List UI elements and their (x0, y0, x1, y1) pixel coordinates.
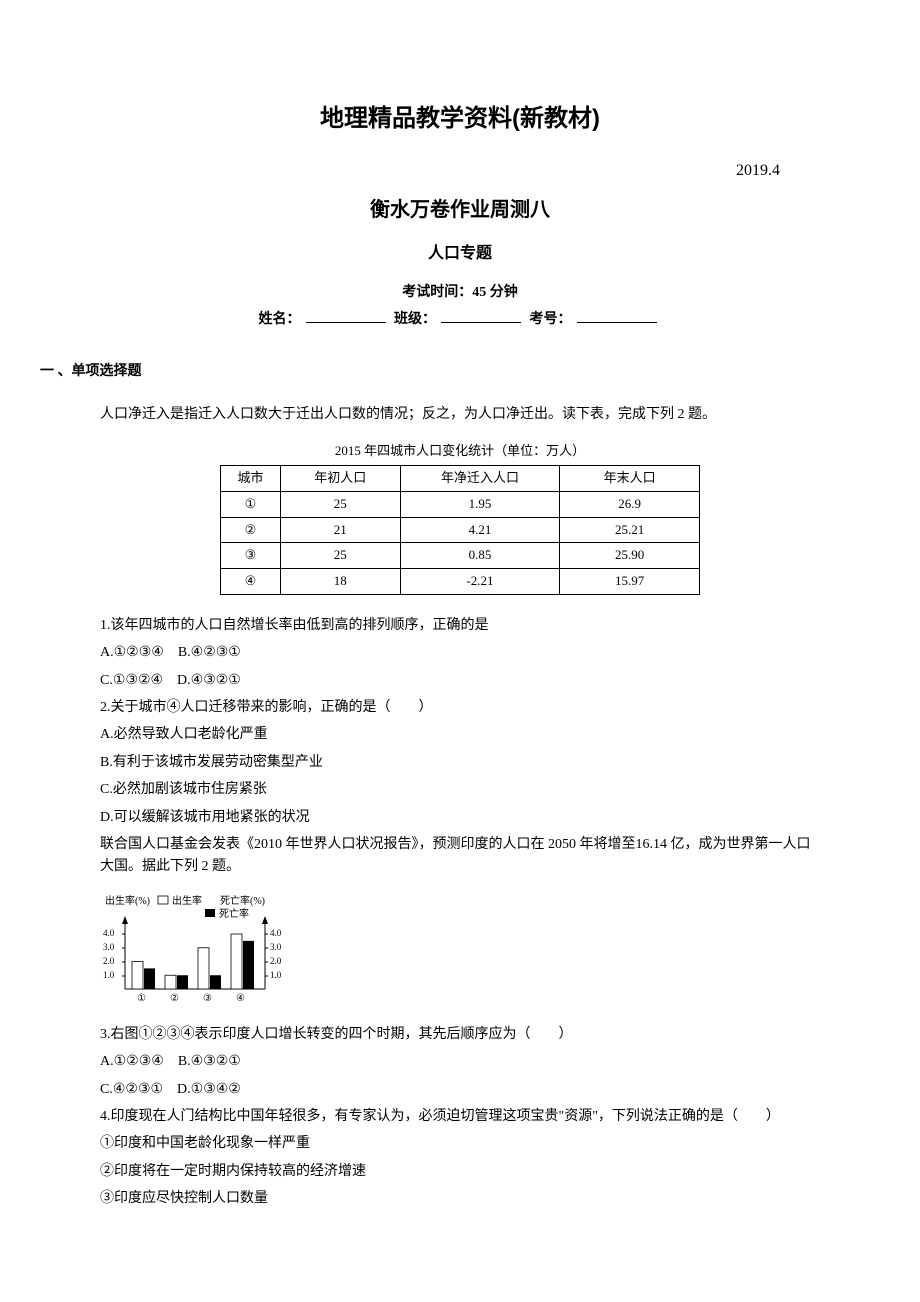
table-cell: 0.85 (400, 543, 560, 569)
exam-time: 考试时间：45 分钟 (100, 282, 820, 304)
x-label: ① (137, 993, 146, 1004)
x-label: ③ (203, 993, 212, 1004)
legend-birth-box (158, 896, 168, 904)
table-cell: -2.21 (400, 569, 560, 595)
name-label: 姓名： (259, 312, 301, 327)
table-cell: ② (221, 517, 281, 543)
q4-opt-2: ②印度将在一定时期内保持较高的经济增速 (100, 1161, 820, 1183)
table-header: 年末人口 (560, 465, 700, 491)
number-label: 考号： (530, 312, 572, 327)
q3-options-ab: A.①②③④ B.④③②① (100, 1051, 820, 1073)
question-3: 3.右图①②③④表示印度人口增长转变的四个时期，其先后顺序应为（ ） (100, 1024, 820, 1046)
table-caption: 2015 年四城市人口变化统计（单位：万人） (100, 441, 820, 462)
population-table: 城市 年初人口 年净迁入人口 年末人口 ① 25 1.95 26.9 ② 21 … (220, 465, 700, 595)
y-tick: 2.0 (103, 956, 115, 966)
table-header: 年净迁入人口 (400, 465, 560, 491)
main-title: 地理精品教学资料(新教材) (100, 100, 820, 138)
death-bar (144, 968, 155, 989)
y-tick: 4.0 (103, 928, 115, 938)
x-label: ② (170, 993, 179, 1004)
table-cell: 25.90 (560, 543, 700, 569)
q2-option-c: C.必然加剧该城市住房紧张 (100, 779, 820, 801)
birth-bar (198, 948, 209, 989)
table-row: ③ 25 0.85 25.90 (221, 543, 700, 569)
table-cell: 1.95 (400, 491, 560, 517)
intro-2: 联合国人口基金会发表《2010 年世界人口状况报告》，预测印度的人口在 2050… (100, 834, 820, 879)
name-blank (306, 322, 386, 323)
table-cell: 15.97 (560, 569, 700, 595)
x-label: ④ (236, 993, 245, 1004)
right-arrow-icon (262, 916, 268, 924)
class-label: 班级： (394, 312, 436, 327)
legend-death-box (205, 909, 215, 917)
q2-option-a: A.必然导致人口老龄化严重 (100, 724, 820, 746)
topic-title: 人口专题 (100, 241, 820, 267)
table-row: ④ 18 -2.21 15.97 (221, 569, 700, 595)
left-arrow-icon (122, 916, 128, 924)
q3-options-cd: C.④②③① D.①③④② (100, 1079, 820, 1101)
table-row: ② 21 4.21 25.21 (221, 517, 700, 543)
table-header: 年初人口 (280, 465, 400, 491)
table-cell: ④ (221, 569, 281, 595)
death-bar (243, 941, 254, 989)
table-header: 城市 (221, 465, 281, 491)
death-bar (177, 975, 188, 989)
number-blank (577, 322, 657, 323)
y-tick-r: 2.0 (270, 956, 282, 966)
date: 2019.4 (100, 158, 820, 184)
left-axis-label: 出生率(%) (105, 894, 150, 907)
table-row: ① 25 1.95 26.9 (221, 491, 700, 517)
intro-1: 人口净迁入是指迁入人口数大于迁出人口数的情况；反之，为人口净迁出。读下表，完成下… (100, 404, 820, 426)
student-info: 姓名： 班级： 考号： (100, 309, 820, 331)
table-cell: 25 (280, 543, 400, 569)
class-blank (441, 322, 521, 323)
q4-opt-3: ③印度应尽快控制人口数量 (100, 1188, 820, 1210)
q2-option-b: B.有利于该城市发展劳动密集型产业 (100, 752, 820, 774)
death-bar (210, 975, 221, 989)
legend-birth-label: 出生率 (172, 894, 202, 907)
q4-opt-1: ①印度和中国老龄化现象一样严重 (100, 1133, 820, 1155)
legend-death-label: 死亡率 (219, 907, 249, 920)
table-cell: ③ (221, 543, 281, 569)
table-cell: 4.21 (400, 517, 560, 543)
table-cell: 18 (280, 569, 400, 595)
q1-options-ab: A.①②③④ B.④②③① (100, 642, 820, 664)
y-tick-r: 3.0 (270, 942, 282, 952)
y-tick-r: 4.0 (270, 928, 282, 938)
q2-option-d: D.可以缓解该城市用地紧张的状况 (100, 807, 820, 829)
y-tick: 3.0 (103, 942, 115, 952)
right-axis-label: 死亡率(%) (220, 894, 265, 907)
question-4: 4.印度现在人门结构比中国年轻很多，有专家认为，必须迫切管理这项宝贵"资源"，下… (100, 1106, 820, 1128)
y-tick: 1.0 (103, 970, 115, 980)
chart-svg: 出生率(%) 出生率 死亡率(%) 死亡率 4.0 3.0 2.0 1.0 4.… (100, 894, 300, 1009)
table-cell: 25 (280, 491, 400, 517)
table-cell: 21 (280, 517, 400, 543)
birth-bar (132, 961, 143, 989)
birth-bar (165, 975, 176, 989)
birth-death-chart: 出生率(%) 出生率 死亡率(%) 死亡率 4.0 3.0 2.0 1.0 4.… (100, 894, 300, 1009)
question-1: 1.该年四城市的人口自然增长率由低到高的排列顺序，正确的是 (100, 615, 820, 637)
sub-title: 衡水万卷作业周测八 (100, 194, 820, 226)
table-cell: 25.21 (560, 517, 700, 543)
table-cell: ① (221, 491, 281, 517)
table-cell: 26.9 (560, 491, 700, 517)
q1-options-cd: C.①③②④ D.④③②① (100, 670, 820, 692)
section-header: 一 、单项选择题 (40, 361, 820, 383)
y-tick-r: 1.0 (270, 970, 282, 980)
question-2: 2.关于城市④人口迁移带来的影响，正确的是（ ） (100, 697, 820, 719)
bars-group (132, 934, 254, 989)
table-header-row: 城市 年初人口 年净迁入人口 年末人口 (221, 465, 700, 491)
birth-bar (231, 934, 242, 989)
